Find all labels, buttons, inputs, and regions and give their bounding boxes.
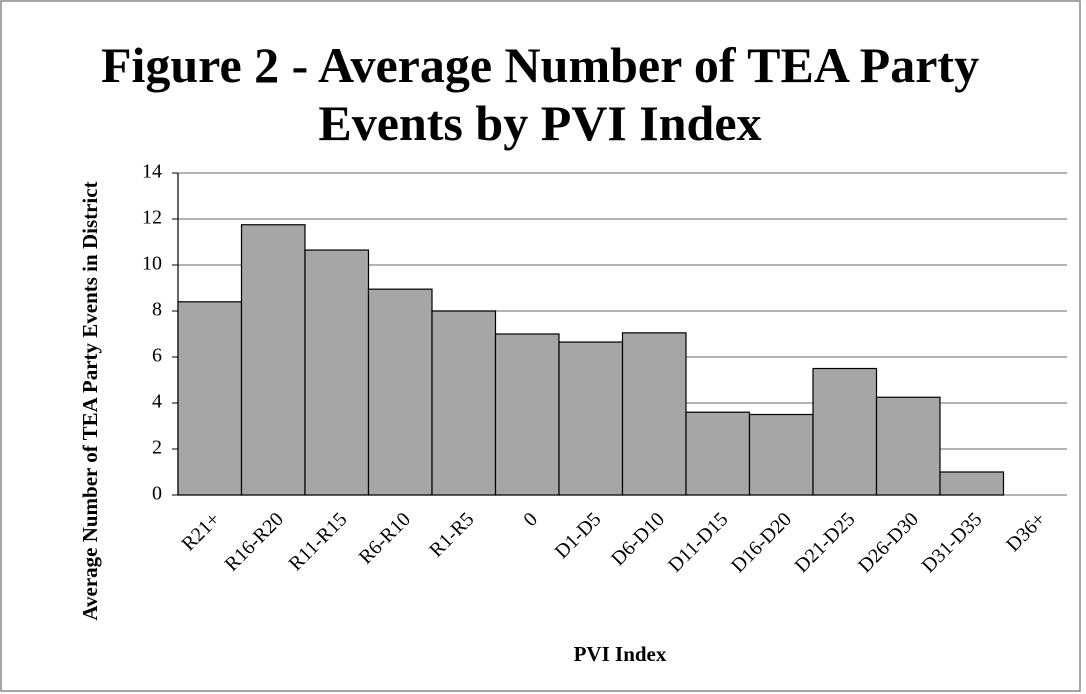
bar [494, 333, 560, 496]
x-tick-label: 0 [519, 508, 542, 531]
x-tick-label: D11-D15 [664, 508, 732, 576]
y-tick-label: 4 [152, 391, 162, 413]
x-tick-label: D36+ [1002, 508, 1050, 556]
x-tick-label: R6-R10 [355, 508, 415, 568]
bar [939, 471, 1005, 496]
x-tick-label: D16-D20 [727, 508, 796, 577]
y-tick-label: 0 [152, 483, 162, 505]
y-axis-title: Average Number of TEA Party Events in Di… [78, 181, 102, 621]
y-tick-label: 12 [142, 207, 162, 229]
y-tick-label: 10 [142, 253, 162, 275]
bar [558, 341, 624, 496]
bar [177, 301, 243, 496]
y-tick-label: 14 [142, 161, 162, 183]
chart-title: Figure 2 - Average Number of TEA Party E… [100, 37, 980, 151]
bar [685, 411, 751, 496]
bar [304, 249, 370, 496]
x-tick-label: D1-D5 [551, 508, 606, 563]
y-tick-label: 8 [152, 299, 162, 321]
bar [812, 367, 878, 496]
x-tick-label: R11-R15 [285, 508, 352, 575]
x-tick-label: D21-D25 [791, 508, 860, 577]
y-tick-label: 6 [152, 345, 162, 367]
bar [431, 310, 497, 496]
bar [748, 413, 814, 496]
x-axis-title: PVI Index [573, 642, 667, 666]
y-tick-label: 2 [152, 437, 162, 459]
x-tick-label: D26-D30 [854, 508, 923, 577]
bar [367, 288, 433, 496]
x-tick-label: R16-R20 [221, 508, 288, 575]
bar [621, 332, 687, 496]
x-tick-label: D6-D10 [607, 508, 669, 570]
x-tick-label: R1-R5 [425, 508, 478, 561]
bar [240, 224, 306, 496]
x-tick-label: R21+ [177, 508, 224, 555]
x-tick-label: D31-D35 [918, 508, 987, 577]
bar [875, 396, 941, 496]
